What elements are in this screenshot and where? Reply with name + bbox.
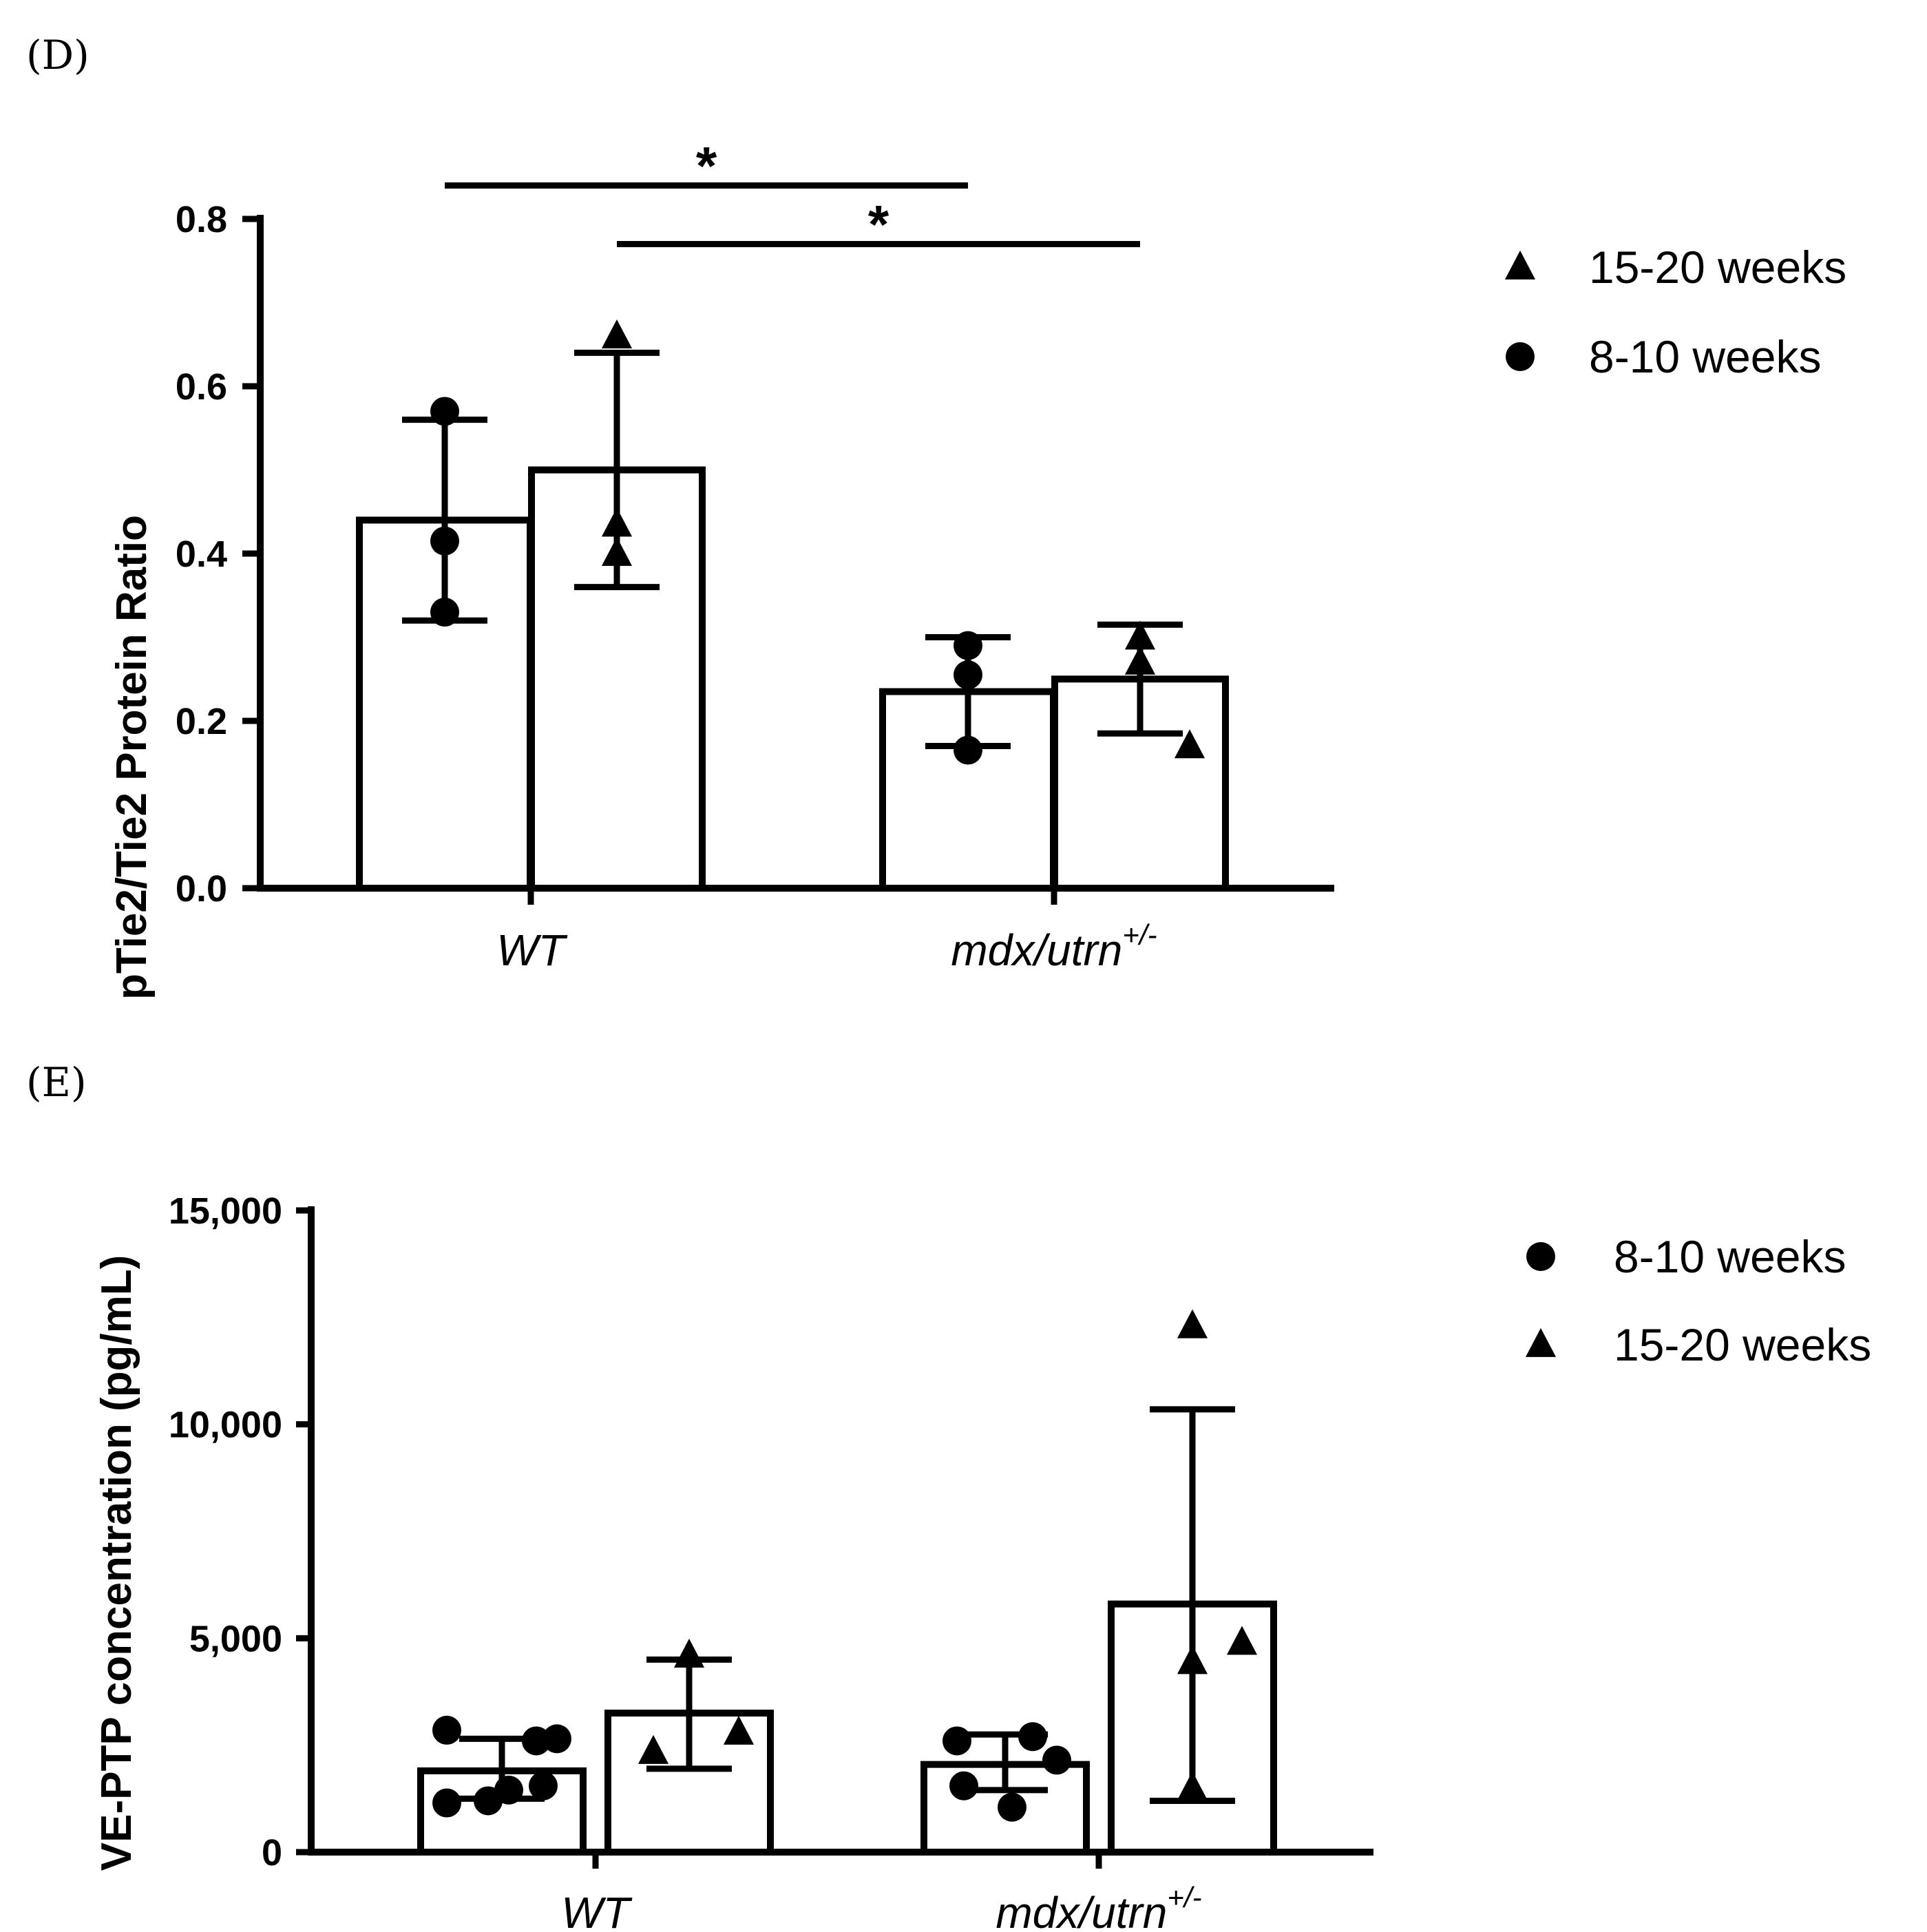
data-point-triangle: [1124, 620, 1156, 650]
significance-star: *: [868, 193, 889, 254]
data-point-triangle: [1174, 729, 1205, 759]
y-tick-label: 5,000: [189, 1618, 282, 1659]
data-point-circle: [432, 1788, 461, 1818]
x-category-main: mdx/utrn: [951, 925, 1122, 975]
legend-triangle-icon: [1525, 1327, 1557, 1357]
panel-e-data-points: [432, 1309, 1258, 1822]
x-category-main: WT: [496, 925, 567, 975]
x-category-main: WT: [561, 1888, 632, 1932]
data-point-circle: [430, 526, 459, 556]
data-point-triangle: [601, 536, 633, 566]
data-point-circle: [430, 397, 459, 426]
y-tick-label: 15,000: [169, 1190, 282, 1232]
y-tick-label: 0: [262, 1832, 282, 1873]
x-category-label: WT: [561, 1888, 632, 1932]
legend-label: 15-20 weeks: [1614, 1319, 1871, 1370]
x-category-superscript: +/-: [1122, 918, 1157, 951]
panel-e-axes: [308, 1206, 1373, 1869]
data-point-circle: [522, 1726, 551, 1756]
panel-d-bars: [356, 466, 1229, 892]
data-point-circle: [1018, 1722, 1047, 1752]
y-tick-label: 0.2: [176, 701, 227, 742]
panel-d-x-categories: WT mdx/utrn+/-: [496, 918, 1157, 975]
x-category-main: mdx/utrn: [996, 1888, 1167, 1932]
data-point-circle: [949, 1771, 978, 1800]
legend-circle-icon: [1506, 342, 1535, 371]
panel-d-legend: 15-20 weeks 8-10 weeks: [1504, 242, 1846, 382]
legend-circle-icon: [1526, 1242, 1555, 1271]
data-point-triangle: [638, 1734, 669, 1764]
panel-d-error-bars: [402, 349, 1183, 749]
data-point-circle: [494, 1775, 523, 1805]
data-point-circle: [954, 735, 982, 765]
x-category-label: mdx/utrn+/-: [996, 1881, 1201, 1932]
data-point-circle: [943, 1726, 971, 1756]
significance-star: *: [696, 135, 717, 196]
data-point-triangle: [673, 1639, 705, 1668]
data-point-triangle: [601, 319, 633, 348]
y-tick-label: 0.4: [176, 534, 227, 575]
data-point-triangle: [723, 1715, 755, 1745]
data-point-triangle: [1177, 1645, 1208, 1674]
panel-e-label: (E): [26, 1059, 87, 1106]
data-point-circle: [432, 1715, 461, 1745]
panel-e-error-bars: [459, 1406, 1235, 1804]
data-point-circle: [998, 1792, 1026, 1822]
data-point-triangle: [601, 507, 633, 537]
panel-d-axes: [257, 215, 1334, 905]
data-point-triangle: [1177, 1771, 1208, 1800]
panel-d-y-axis-label: pTie2/Tie2 Protein Ratio: [108, 515, 156, 1000]
x-category-label: WT: [496, 925, 567, 975]
panel-e: (E) 0 5,000 10,000 15,000 VE-PTP concentrat…: [26, 1059, 1871, 1932]
panel-d: (D) 0.0 0.2 0.4 0.6 0.8 pTie2/Tie2 Protein R…: [26, 32, 1846, 1000]
data-point-circle: [430, 598, 459, 627]
panel-e-x-categories: WT mdx/utrn+/-: [561, 1881, 1201, 1932]
legend-label: 8-10 weeks: [1614, 1231, 1846, 1282]
data-point-circle: [954, 660, 982, 690]
data-point-triangle: [1177, 1309, 1208, 1338]
legend-label: 15-20 weeks: [1589, 242, 1846, 293]
y-tick-label: 0.0: [176, 868, 227, 910]
panel-e-y-ticks: 0 5,000 10,000 15,000: [169, 1190, 311, 1873]
panel-d-y-ticks: 0.0 0.2 0.4 0.6 0.8: [176, 199, 260, 910]
data-point-circle: [529, 1771, 558, 1800]
data-point-triangle: [1124, 645, 1156, 675]
panel-e-legend: 8-10 weeks 15-20 weeks: [1525, 1231, 1871, 1370]
x-category-superscript: +/-: [1167, 1881, 1201, 1913]
x-category-label: mdx/utrn+/-: [951, 918, 1157, 975]
y-tick-label: 0.6: [176, 366, 227, 408]
panel-d-label: (D): [26, 32, 89, 78]
panel-d-data-points: [430, 319, 1205, 765]
data-point-circle: [1042, 1745, 1071, 1775]
legend-label: 8-10 weeks: [1589, 331, 1822, 382]
panel-d-significance: **: [445, 135, 1140, 254]
y-tick-label: 0.8: [176, 199, 227, 240]
panel-e-y-axis-label: VE-PTP concentration (pg/mL): [93, 1255, 140, 1871]
y-tick-label: 10,000: [169, 1405, 282, 1446]
data-point-triangle: [1226, 1626, 1258, 1655]
legend-triangle-icon: [1504, 250, 1536, 280]
data-point-circle: [954, 631, 982, 660]
